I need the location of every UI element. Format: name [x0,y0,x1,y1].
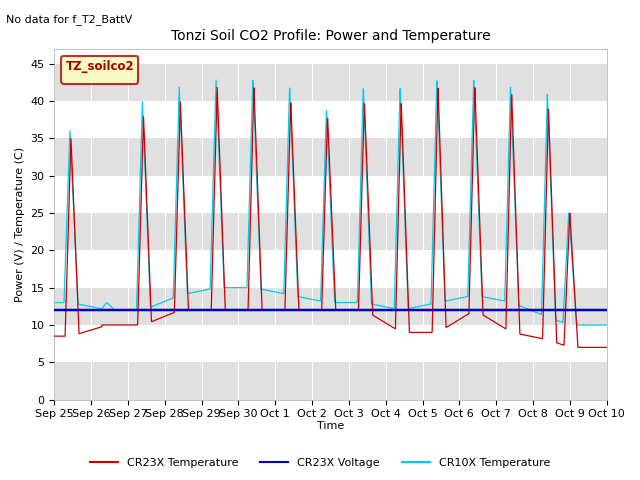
Bar [54,64,607,101]
Bar [54,138,607,176]
Bar [54,213,607,250]
Title: Tonzi Soil CO2 Profile: Power and Temperature: Tonzi Soil CO2 Profile: Power and Temper… [171,29,490,43]
Legend: CR23X Temperature, CR23X Voltage, CR10X Temperature: CR23X Temperature, CR23X Voltage, CR10X … [86,453,554,472]
Bar [54,362,607,399]
X-axis label: Time: Time [317,421,344,432]
Legend:  [61,56,138,84]
Text: No data for f_T2_BattV: No data for f_T2_BattV [6,14,132,25]
Bar [54,288,607,325]
Y-axis label: Power (V) / Temperature (C): Power (V) / Temperature (C) [15,146,25,302]
